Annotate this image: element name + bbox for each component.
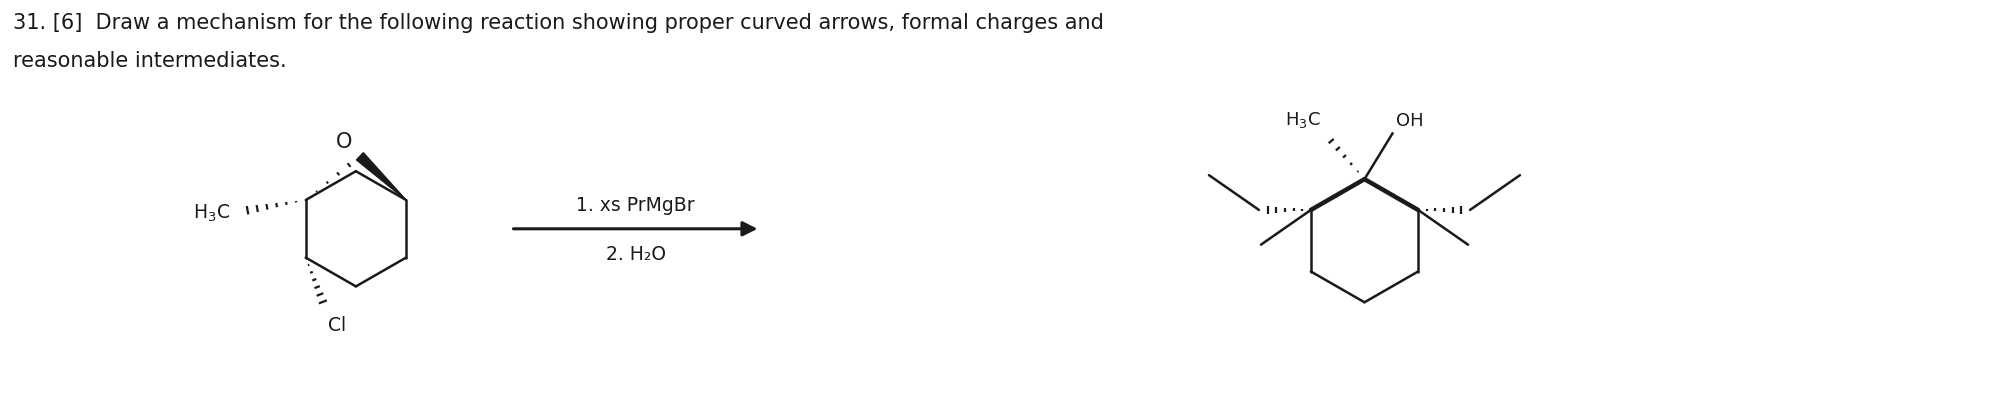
- Text: 2. H₂O: 2. H₂O: [605, 244, 665, 263]
- Text: H$_3$C: H$_3$C: [1285, 110, 1321, 130]
- Text: OH: OH: [1397, 112, 1423, 130]
- Text: 1. xs PrMgBr: 1. xs PrMgBr: [577, 195, 695, 215]
- Text: O: O: [336, 132, 352, 152]
- Polygon shape: [356, 153, 406, 200]
- Text: H$_3$C: H$_3$C: [192, 202, 230, 223]
- Text: Cl: Cl: [328, 316, 346, 334]
- Text: reasonable intermediates.: reasonable intermediates.: [14, 51, 286, 71]
- Text: 31. [6]  Draw a mechanism for the following reaction showing proper curved arrow: 31. [6] Draw a mechanism for the followi…: [14, 13, 1105, 33]
